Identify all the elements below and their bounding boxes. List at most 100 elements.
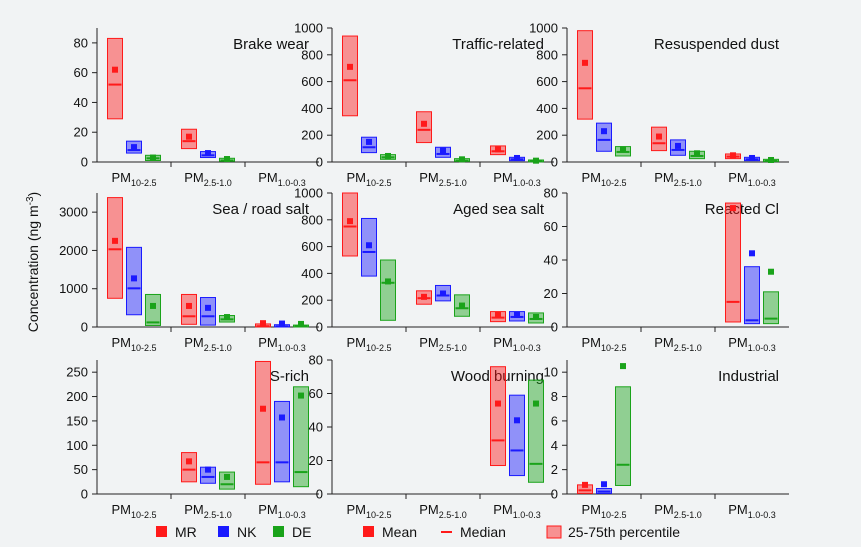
x-category-sub: 2.5-1.0	[439, 343, 467, 353]
y-tick-label: 0	[551, 320, 558, 335]
y-tick-label: 200	[301, 128, 323, 143]
x-category-sub: 1.0-0.3	[513, 343, 541, 353]
y-tick-label: 600	[536, 74, 558, 89]
x-category-sub: 1.0-0.3	[278, 510, 306, 520]
x-category-label: PM1.0-0.3	[258, 335, 306, 353]
x-category-main: PM	[111, 170, 131, 185]
x-category-label: PM10-2.5	[346, 502, 391, 520]
mean-marker-nk	[514, 154, 520, 161]
x-category-sub: 1.0-0.3	[748, 510, 776, 520]
y-tick-label: 4	[551, 438, 558, 453]
mean-marker-de	[768, 268, 774, 275]
x-category-sub: 10-2.5	[131, 178, 157, 188]
box-nk	[596, 122, 612, 152]
panel-title: Traffic-related	[452, 36, 544, 53]
y-tick-label: 80	[74, 35, 88, 50]
x-category-sub: 2.5-1.0	[204, 178, 232, 188]
x-category-sub: 10-2.5	[601, 343, 627, 353]
x-category-sub: 2.5-1.0	[204, 343, 232, 353]
mean-marker-de	[533, 157, 539, 164]
x-category-sub: 10-2.5	[366, 510, 392, 520]
legend-item-nk: NK	[218, 524, 257, 540]
mean-marker-nk	[205, 466, 211, 473]
y-axis-label-close: )	[25, 192, 41, 197]
mean-marker-nk	[279, 320, 285, 327]
x-category-sub: 2.5-1.0	[204, 510, 232, 520]
y-tick-label: 800	[301, 212, 323, 227]
x-category-label: PM10-2.5	[581, 335, 626, 353]
x-category-sub: 10-2.5	[131, 343, 157, 353]
mean-marker-mr	[421, 293, 427, 300]
x-category-main: PM	[581, 335, 601, 350]
mean-marker-mr	[495, 146, 501, 153]
y-tick-label: 80	[544, 186, 558, 201]
box-mr	[107, 37, 123, 120]
box-mr	[342, 192, 358, 257]
y-tick-label: 200	[536, 128, 558, 143]
y-tick-label: 0	[81, 155, 88, 170]
x-category-main: PM	[728, 170, 748, 185]
y-tick-label: 1000	[294, 21, 323, 36]
y-tick-label: 1000	[294, 186, 323, 201]
mean-marker-mr	[582, 481, 588, 488]
legend: MR NK DE Mean Median 25-75th percentile	[156, 524, 680, 540]
x-category-label: PM1.0-0.3	[258, 170, 306, 188]
y-tick-label: 0	[316, 487, 323, 502]
y-tick-label: 60	[309, 386, 323, 401]
x-category-label: PM1.0-0.3	[493, 335, 541, 353]
y-tick-label: 60	[74, 65, 88, 80]
box-nk	[200, 297, 216, 326]
x-category-sub: 10-2.5	[601, 178, 627, 188]
y-tick-label: 600	[301, 74, 323, 89]
y-tick-label: 0	[316, 155, 323, 170]
legend-label: NK	[237, 524, 257, 540]
x-category-label: PM10-2.5	[581, 502, 626, 520]
box-de	[293, 386, 309, 488]
y-tick-label: 800	[536, 47, 558, 62]
legend-swatch	[156, 526, 167, 537]
mean-marker-de	[620, 363, 626, 370]
box-de	[380, 259, 396, 321]
mean-marker-mr	[112, 237, 118, 244]
x-category-sub: 1.0-0.3	[278, 178, 306, 188]
y-tick-label: 10	[544, 365, 558, 380]
mean-marker-nk	[131, 144, 137, 151]
mean-marker-de	[150, 302, 156, 309]
y-tick-label: 1000	[529, 21, 558, 36]
mean-marker-mr	[347, 218, 353, 225]
mean-marker-nk	[514, 417, 520, 424]
box-mr	[181, 452, 197, 483]
legend-mean-swatch	[363, 526, 374, 537]
y-axis-label-exponent: -3	[25, 196, 36, 205]
x-category-label: PM2.5-1.0	[184, 502, 232, 520]
mean-marker-nk	[440, 290, 446, 297]
x-category-main: PM	[258, 335, 278, 350]
y-tick-label: 20	[544, 286, 558, 301]
y-tick-label: 80	[309, 353, 323, 368]
y-tick-label: 2	[551, 462, 558, 477]
x-category-main: PM	[419, 170, 439, 185]
x-category-label: PM10-2.5	[111, 502, 156, 520]
y-tick-label: 800	[301, 47, 323, 62]
y-tick-label: 40	[309, 420, 323, 435]
mean-marker-de	[533, 313, 539, 320]
x-category-sub: 10-2.5	[366, 178, 392, 188]
x-category-label: PM2.5-1.0	[419, 502, 467, 520]
mean-marker-mr	[495, 311, 501, 318]
mean-marker-de	[224, 314, 230, 321]
box-mr	[490, 366, 506, 467]
panel-title: Wood burning	[451, 368, 544, 385]
x-category-main: PM	[258, 170, 278, 185]
legend-label: Mean	[382, 524, 417, 540]
mean-marker-de	[298, 320, 304, 327]
mean-marker-nk	[366, 242, 372, 249]
y-tick-label: 20	[74, 125, 88, 140]
x-category-main: PM	[728, 502, 748, 517]
x-category-label: PM1.0-0.3	[728, 502, 776, 520]
mean-marker-mr	[186, 302, 192, 309]
y-tick-label: 250	[66, 365, 88, 380]
